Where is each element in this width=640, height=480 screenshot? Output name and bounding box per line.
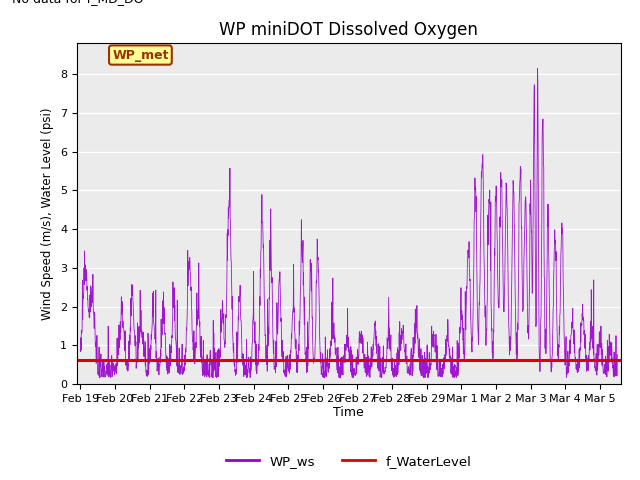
Y-axis label: Wind Speed (m/s), Water Level (psi): Wind Speed (m/s), Water Level (psi) [42, 108, 54, 320]
Legend: WP_ws, f_WaterLevel: WP_ws, f_WaterLevel [221, 449, 477, 473]
Text: No data for f_MD_DO: No data for f_MD_DO [12, 0, 143, 5]
Title: WP miniDOT Dissolved Oxygen: WP miniDOT Dissolved Oxygen [220, 21, 478, 39]
X-axis label: Time: Time [333, 407, 364, 420]
Text: WP_met: WP_met [112, 48, 169, 61]
